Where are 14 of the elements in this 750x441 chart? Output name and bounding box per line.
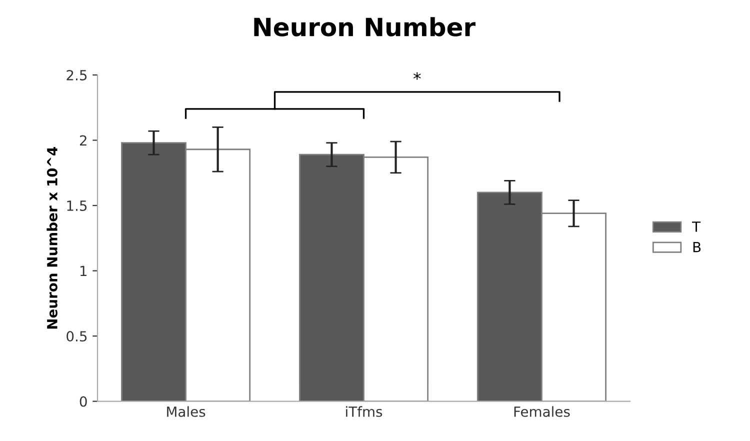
y-tick-label: 2 xyxy=(80,135,86,146)
y-axis-title: Neuron Number x 10^4 xyxy=(46,147,58,329)
y-tick-label: 2.5 xyxy=(66,70,87,80)
y-tick-label: 1 xyxy=(80,266,86,276)
x-tick-label: iTfms xyxy=(346,406,382,417)
annotation: * xyxy=(413,72,421,80)
x-tick-label: Males xyxy=(167,406,206,417)
legend-label: B xyxy=(693,242,701,252)
legend-label: T xyxy=(692,222,701,232)
y-tick-label: 1.5 xyxy=(67,200,87,211)
y-tick-label: 0.5 xyxy=(66,331,87,342)
x-tick-label: Females xyxy=(514,406,570,417)
y-tick-label: 0 xyxy=(80,396,87,407)
chart-title: Neuron Number xyxy=(254,17,476,36)
